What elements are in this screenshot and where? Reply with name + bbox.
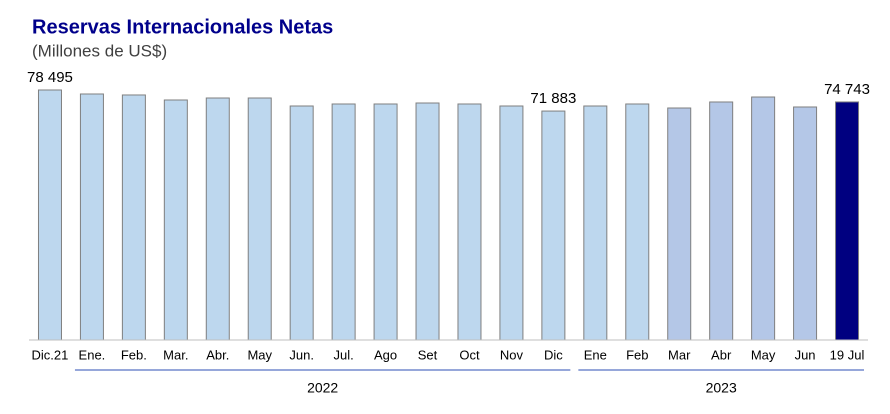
x-tick-label: Set [418,347,438,362]
bar [289,105,314,341]
x-tick-label: 19 Jul [830,347,865,362]
bar [835,101,860,341]
x-tick-label: Mar [668,347,691,362]
bar [583,105,608,341]
x-tick-label: Dic [544,347,563,362]
x-tick-label: Ene. [79,347,106,362]
bar [499,105,524,341]
bar [331,103,356,341]
x-tick-label: Oct [459,347,480,362]
bar [163,99,188,341]
x-tick-label: Feb. [121,347,147,362]
x-tick-label: Ene [584,347,607,362]
x-tick-label: Mar. [163,347,188,362]
x-tick-label: Dic.21 [32,347,69,362]
bar [247,97,272,341]
bar [373,103,398,341]
value-label: 74 743 [824,81,870,98]
value-label: 78 495 [27,69,73,86]
bar [415,102,440,341]
group-label: 2022 [307,380,338,396]
x-tick-label: May [751,347,776,362]
x-tick-label: Nov [500,347,524,362]
bar [457,103,482,341]
bar [79,93,104,341]
x-tick-label: May [247,347,272,362]
x-tick-label: Abr [711,347,732,362]
x-tick-label: Ago [374,347,397,362]
x-tick-label: Feb [626,347,648,362]
chart-subtitle: (Millones de US$) [32,41,167,60]
bar [625,103,650,341]
bar [121,94,146,341]
bar [205,97,230,341]
x-tick-label: Jun [795,347,816,362]
bar [667,107,692,341]
bar [751,96,776,341]
group-label: 2023 [706,380,737,396]
x-tick-label: Jul. [334,347,354,362]
bar [541,110,566,341]
x-tick-label: Jun. [289,347,314,362]
chart-title: Reservas Internacionales Netas [32,16,333,38]
bar [709,101,734,341]
bar [37,89,62,341]
bar [793,106,818,341]
x-tick-label: Abr. [206,347,229,362]
value-label: 71 883 [530,90,576,107]
